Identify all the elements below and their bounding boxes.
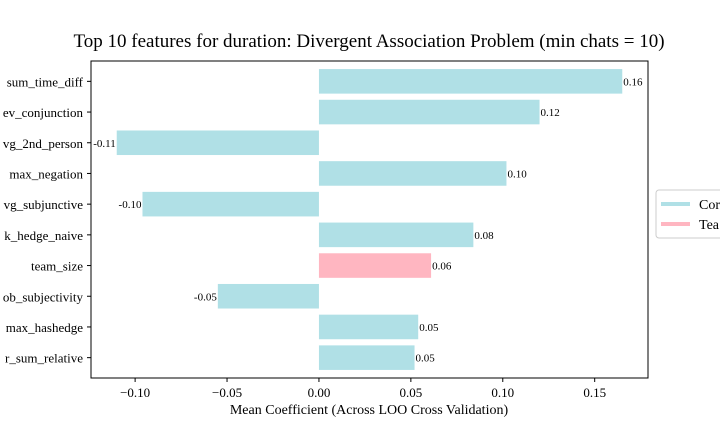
legend: Cor Tea [655,189,720,239]
x-tick-label: 0.00 [308,385,331,400]
y-axis: sum_time_diff ev_conjunction vg_2nd_person… [3,74,91,366]
x-tick-label: −0.10 [120,385,150,400]
legend-label-Tea: Tea [699,218,720,233]
plot-frame [90,60,649,379]
x-axis-label: Mean Coefficient (Across LOO Cross Valid… [230,403,509,418]
bar-max_hashedge [318,314,419,340]
data-label-sum_time_diff: 0.16 [623,76,643,88]
data-label-ob_subjectivity: -0.05 [194,291,217,303]
data-label-vg_subjunctive: -0.10 [119,199,142,211]
data-label-k_hedge_naive: 0.08 [474,230,494,242]
bar-ob_subjectivity [217,283,319,309]
data-label-ev_conjunction: 0.12 [541,107,560,119]
bar-k_hedge_naive [318,222,474,248]
y-tick-label-team_size: team_size [31,259,83,274]
bar-vg_2nd_person [116,130,319,156]
data-label-max_hashedge: 0.05 [419,322,439,334]
bar-max_negation [318,161,507,186]
bar-team_size [318,253,432,278]
y-tick-label-vg_2nd_person: vg_2nd_person [3,136,84,151]
data-label-team_size: 0.06 [432,261,452,273]
bar-vg_subjunctive [142,191,319,217]
data-label-r_sum_relative: 0.05 [416,353,436,365]
legend-label-Cor: Cor [699,198,720,213]
bar-ev_conjunction [318,99,540,125]
x-axis: −0.10 −0.05 0.00 0.05 0.10 0.15 [120,378,606,400]
y-tick-label-sum_time_diff: sum_time_diff [7,74,84,89]
y-tick-label-max_negation: max_negation [9,166,83,181]
y-tick-label-vg_subjunctive: vg_subjunctive [4,197,84,212]
chart-title: Top 10 features for duration: Divergent … [73,31,664,52]
y-tick-label-max_hashedge: max_hashedge [6,320,83,335]
data-label-max_negation: 0.10 [507,168,527,180]
bar-r_sum_relative [318,345,415,370]
x-tick-label: −0.05 [212,385,242,400]
x-tick-label: 0.15 [583,385,606,400]
y-tick-label-ob_subjectivity: ob_subjectivity [3,289,84,304]
x-tick-label: 0.05 [399,385,422,400]
y-tick-label-k_hedge_naive: k_hedge_naive [4,228,83,243]
bars-layer [116,69,623,370]
bar-sum_time_diff [318,69,623,94]
data-label-vg_2nd_person: -0.11 [93,138,116,150]
x-tick-label: 0.10 [491,385,514,400]
y-tick-label-r_sum_relative: r_sum_relative [5,351,83,366]
data-labels-layer: 0.16 0.12 -0.11 0.10 -0.10 0.08 0.06 -0.05 0.05 0… [93,76,643,364]
y-tick-label-ev_conjunction: ev_conjunction [3,105,84,120]
